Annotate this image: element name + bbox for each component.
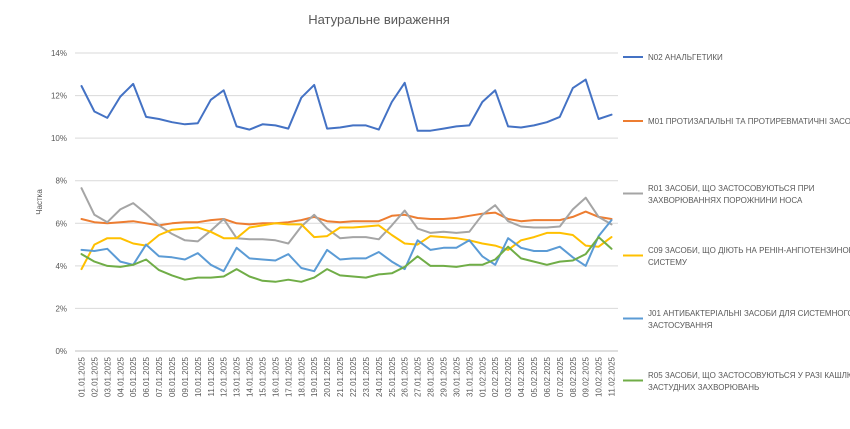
x-tick-label: 03.02.2025 xyxy=(504,356,513,397)
x-tick-label: 10.02.2025 xyxy=(595,356,604,397)
y-tick-label: 2% xyxy=(55,304,67,313)
y-tick-label: 14% xyxy=(51,49,67,58)
grid xyxy=(75,52,618,352)
legend-item: J01 АНТИБАКТЕРІАЛЬНІ ЗАСОБИ ДЛЯ СИСТЕМНО… xyxy=(623,309,850,330)
legend-item: R05 ЗАСОБИ, ЩО ЗАСТОСОВУЮТЬСЯ У РАЗІ КАШ… xyxy=(623,371,850,392)
x-tick-label: 06.01.2025 xyxy=(142,356,151,397)
y-tick-label: 12% xyxy=(51,92,67,101)
series-line-4 xyxy=(80,222,613,271)
legend-label: R01 ЗАСОБИ, ЩО ЗАСТОСОВУЮТЬСЯ ПРИ xyxy=(648,184,815,193)
x-tick-label: 09.02.2025 xyxy=(582,356,591,397)
series-line-2 xyxy=(80,210,613,227)
x-tick-label: 03.01.2025 xyxy=(103,356,112,397)
x-tick-label: 04.01.2025 xyxy=(116,356,125,397)
x-tick-label: 10.01.2025 xyxy=(194,356,203,397)
x-tick-label: 20.01.2025 xyxy=(323,356,332,397)
x-tick-label: 01.02.2025 xyxy=(478,356,487,397)
x-tick-label: 05.01.2025 xyxy=(129,356,138,397)
x-tick-label: 13.01.2025 xyxy=(233,356,242,397)
x-tick-label: 04.02.2025 xyxy=(517,356,526,397)
x-tick-label: 09.01.2025 xyxy=(181,356,190,397)
x-tick-label: 12.01.2025 xyxy=(220,356,229,397)
series-line-3 xyxy=(80,187,613,245)
x-tick-label: 29.01.2025 xyxy=(439,356,448,397)
y-tick-label: 0% xyxy=(55,347,67,356)
x-tick-label: 07.02.2025 xyxy=(556,356,565,397)
x-tick-label: 25.01.2025 xyxy=(388,356,397,397)
x-tick-label: 07.01.2025 xyxy=(155,356,164,397)
y-tick-label: 6% xyxy=(55,219,67,228)
legend-label: C09 ЗАСОБИ, ЩО ДІЮТЬ НА РЕНІН-АНГІОТЕНЗИ… xyxy=(648,246,850,255)
x-tick-label: 15.01.2025 xyxy=(258,356,267,397)
x-tick-label: 05.02.2025 xyxy=(530,356,539,397)
x-tick-label: 08.01.2025 xyxy=(168,356,177,397)
y-axis-title: Частка xyxy=(35,189,44,215)
x-tick-label: 16.01.2025 xyxy=(271,356,280,397)
series-lines xyxy=(80,78,613,283)
x-tick-label: 01.01.2025 xyxy=(77,356,86,397)
x-tick-label: 11.01.2025 xyxy=(207,356,216,396)
x-tick-label: 21.01.2025 xyxy=(336,356,345,397)
legend-label: ЗАХВОРЮВАННЯХ ПОРОЖНИНИ НОСА xyxy=(648,196,803,205)
y-tick-label: 10% xyxy=(51,134,67,143)
y-tick-label: 4% xyxy=(55,262,67,271)
legend-label: ЗАСТОСУВАННЯ xyxy=(648,321,713,330)
x-tick-label: 23.01.2025 xyxy=(362,356,371,397)
legend: N02 АНАЛЬГЕТИКИ M01 ПРОТИЗАПАЛЬНІ ТА ПРОТ… xyxy=(623,53,850,392)
x-axis: 01.01.2025 02.01.2025 03.01.2025 04.01.2025… xyxy=(77,356,616,397)
y-tick-label: 8% xyxy=(55,177,67,186)
legend-label: N02 АНАЛЬГЕТИКИ xyxy=(648,53,723,62)
x-tick-label: 08.02.2025 xyxy=(569,356,578,397)
x-tick-label: 27.01.2025 xyxy=(414,356,423,397)
x-tick-label: 28.01.2025 xyxy=(427,356,436,397)
x-tick-label: 14.01.2025 xyxy=(246,356,255,397)
legend-item: C09 ЗАСОБИ, ЩО ДІЮТЬ НА РЕНІН-АНГІОТЕНЗИ… xyxy=(623,246,850,267)
legend-label: R05 ЗАСОБИ, ЩО ЗАСТОСОВУЮТЬСЯ У РАЗІ КАШ… xyxy=(648,371,850,380)
x-tick-label: 31.01.2025 xyxy=(465,356,474,397)
legend-label: ЗАСТУДНИХ ЗАХВОРЮВАНЬ xyxy=(648,383,759,392)
x-tick-label: 02.02.2025 xyxy=(491,356,500,397)
x-tick-label: 30.01.2025 xyxy=(452,356,461,397)
series-line-6 xyxy=(80,236,613,283)
x-tick-label: 18.01.2025 xyxy=(297,356,306,397)
x-tick-label: 22.01.2025 xyxy=(349,356,358,397)
legend-label: M01 ПРОТИЗАПАЛЬНІ ТА ПРОТИРЕВМАТИЧНІ ЗАС… xyxy=(648,117,850,126)
x-tick-label: 11.02.2025 xyxy=(608,356,617,396)
legend-label: СИСТЕМУ xyxy=(648,258,688,267)
x-tick-label: 26.01.2025 xyxy=(401,356,410,397)
x-tick-label: 17.01.2025 xyxy=(284,356,293,397)
series-line-5 xyxy=(80,219,613,273)
x-tick-label: 06.02.2025 xyxy=(543,356,552,397)
x-tick-label: 24.01.2025 xyxy=(375,356,384,397)
x-tick-label: 02.01.2025 xyxy=(90,356,99,397)
chart-title: Натуральне вираження xyxy=(308,12,450,27)
legend-label: J01 АНТИБАКТЕРІАЛЬНІ ЗАСОБИ ДЛЯ СИСТЕМНО… xyxy=(648,309,850,318)
series-line-1 xyxy=(80,78,613,132)
legend-item: M01 ПРОТИЗАПАЛЬНІ ТА ПРОТИРЕВМАТИЧНІ ЗАС… xyxy=(623,117,850,126)
y-axis: 0% 2% 4% 6% 8% 10% 12% 14% xyxy=(51,49,67,356)
x-tick-label: 19.01.2025 xyxy=(310,356,319,397)
legend-item: R01 ЗАСОБИ, ЩО ЗАСТОСОВУЮТЬСЯ ПРИ ЗАХВОРЮ… xyxy=(623,184,815,205)
legend-item: N02 АНАЛЬГЕТИКИ xyxy=(623,53,723,62)
